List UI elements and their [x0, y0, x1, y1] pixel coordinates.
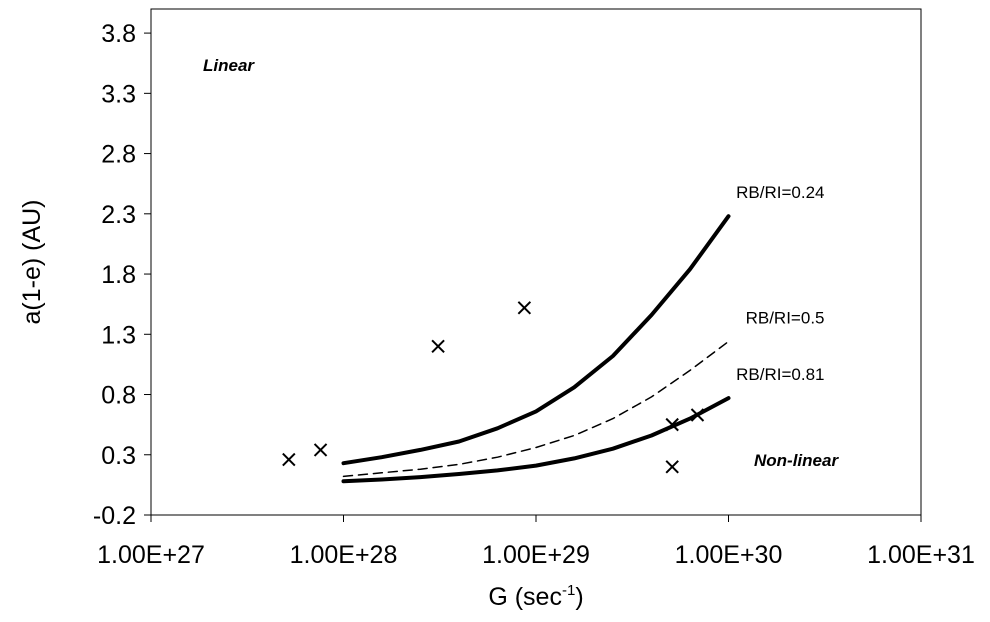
region-linear-label: Linear [203, 56, 255, 75]
y-tick-label: 0.3 [101, 442, 136, 470]
x-axis-title-main: G (sec [488, 583, 562, 611]
data-point [282, 452, 296, 467]
points-layer [282, 301, 705, 474]
series-label-2: RB/RI=0.5 [746, 309, 825, 328]
y-tick-label: 2.8 [101, 141, 136, 169]
x-tick-label: 1.00E+31 [867, 541, 975, 569]
series-label-3: RB/RI=0.81 [736, 365, 824, 384]
y-axis-ticks: -0.2 0.3 0.8 1.3 1.8 2.3 2.8 3.3 3.8 [93, 20, 151, 530]
data-point [690, 408, 705, 422]
series-labels: RB/RI=0.24 RB/RI=0.5 RB/RI=0.81 [736, 183, 824, 384]
x-tick-label: 1.00E+28 [290, 541, 398, 569]
series-line-1 [341, 214, 731, 466]
x-tick-label: 1.00E+27 [97, 541, 205, 569]
y-tick-label: 1.3 [101, 321, 136, 349]
y-tick-label: 3.3 [101, 80, 136, 108]
y-tick-label: -0.2 [93, 502, 136, 530]
series-line-3 [341, 396, 731, 484]
data-point [517, 301, 532, 315]
series-line-2 [342, 340, 730, 478]
x-tick-label: 1.00E+30 [675, 541, 783, 569]
y-axis-title: a(1-e) (AU) [18, 199, 46, 324]
y-tick-label: 2.3 [101, 201, 136, 229]
region-nonlinear-label: Non-linear [754, 451, 839, 470]
series-layer [341, 214, 731, 484]
data-point [665, 417, 679, 432]
y-tick-label: 1.8 [101, 261, 136, 289]
y-tick-label: 0.8 [101, 382, 136, 410]
x-axis-title-sup: -1 [562, 582, 575, 599]
data-point [665, 460, 679, 474]
x-tick-label: 1.00E+29 [482, 541, 590, 569]
x-axis-title: G (sec-1) [488, 582, 583, 611]
data-point [431, 339, 445, 354]
data-point [313, 443, 328, 457]
x-axis-title-suffix: ) [575, 583, 583, 611]
series-label-1: RB/RI=0.24 [736, 183, 824, 202]
y-tick-label: 3.8 [101, 20, 136, 48]
x-axis-ticks: 1.00E+27 1.00E+28 1.00E+29 1.00E+30 1.00E+31 [97, 515, 975, 569]
